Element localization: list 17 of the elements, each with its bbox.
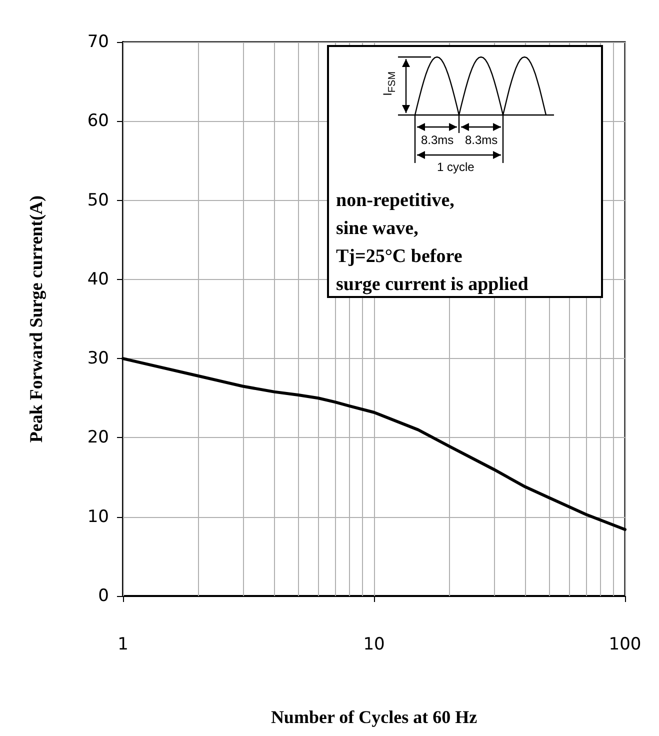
y-tick-label: 60 bbox=[87, 111, 109, 132]
x-tick-label: 10 bbox=[363, 634, 385, 654]
annotation: 8.3ms bbox=[465, 133, 498, 147]
x-axis-title: Number of Cycles at 60 Hz bbox=[270, 707, 478, 727]
y-tick-label: 30 bbox=[87, 348, 109, 369]
annotation: non-repetitive, sine wave, Tj=25°C before surge current is applied bbox=[336, 189, 528, 297]
y-tick-label: 0 bbox=[98, 586, 109, 606]
x-tick-label: 100 bbox=[608, 634, 642, 654]
y-tick-label: 70 bbox=[87, 32, 109, 52]
x-tick-label: 1 bbox=[118, 634, 128, 654]
y-tick-label: 20 bbox=[87, 428, 109, 448]
annotation: 1 cycle bbox=[437, 160, 474, 174]
y-tick-label: 10 bbox=[87, 506, 109, 527]
y-axis-title: Peak Forward Surge current(A) bbox=[26, 195, 46, 443]
annotation: 8.3ms bbox=[421, 133, 454, 147]
y-tick-label: 40 bbox=[87, 269, 109, 290]
y-tick-label: 50 bbox=[87, 190, 109, 210]
